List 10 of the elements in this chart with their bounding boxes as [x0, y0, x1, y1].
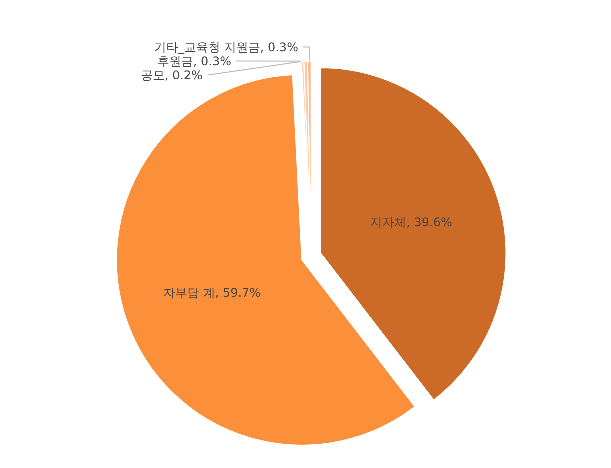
data-label: , 59.7%	[215, 286, 262, 300]
data-label: , 0.2%	[164, 68, 203, 82]
slice-label: 공모	[140, 68, 165, 82]
slice-label: 자부담 계	[164, 286, 216, 300]
slice-label: 후원금	[157, 54, 194, 68]
data-label: , 0.3%	[193, 54, 232, 68]
slice-label: 지자체	[370, 216, 407, 230]
data-label: , 39.6%	[406, 216, 452, 230]
data-label: , 0.3%	[260, 40, 298, 54]
slice-label: 기타_교육청 지원금	[154, 40, 260, 54]
